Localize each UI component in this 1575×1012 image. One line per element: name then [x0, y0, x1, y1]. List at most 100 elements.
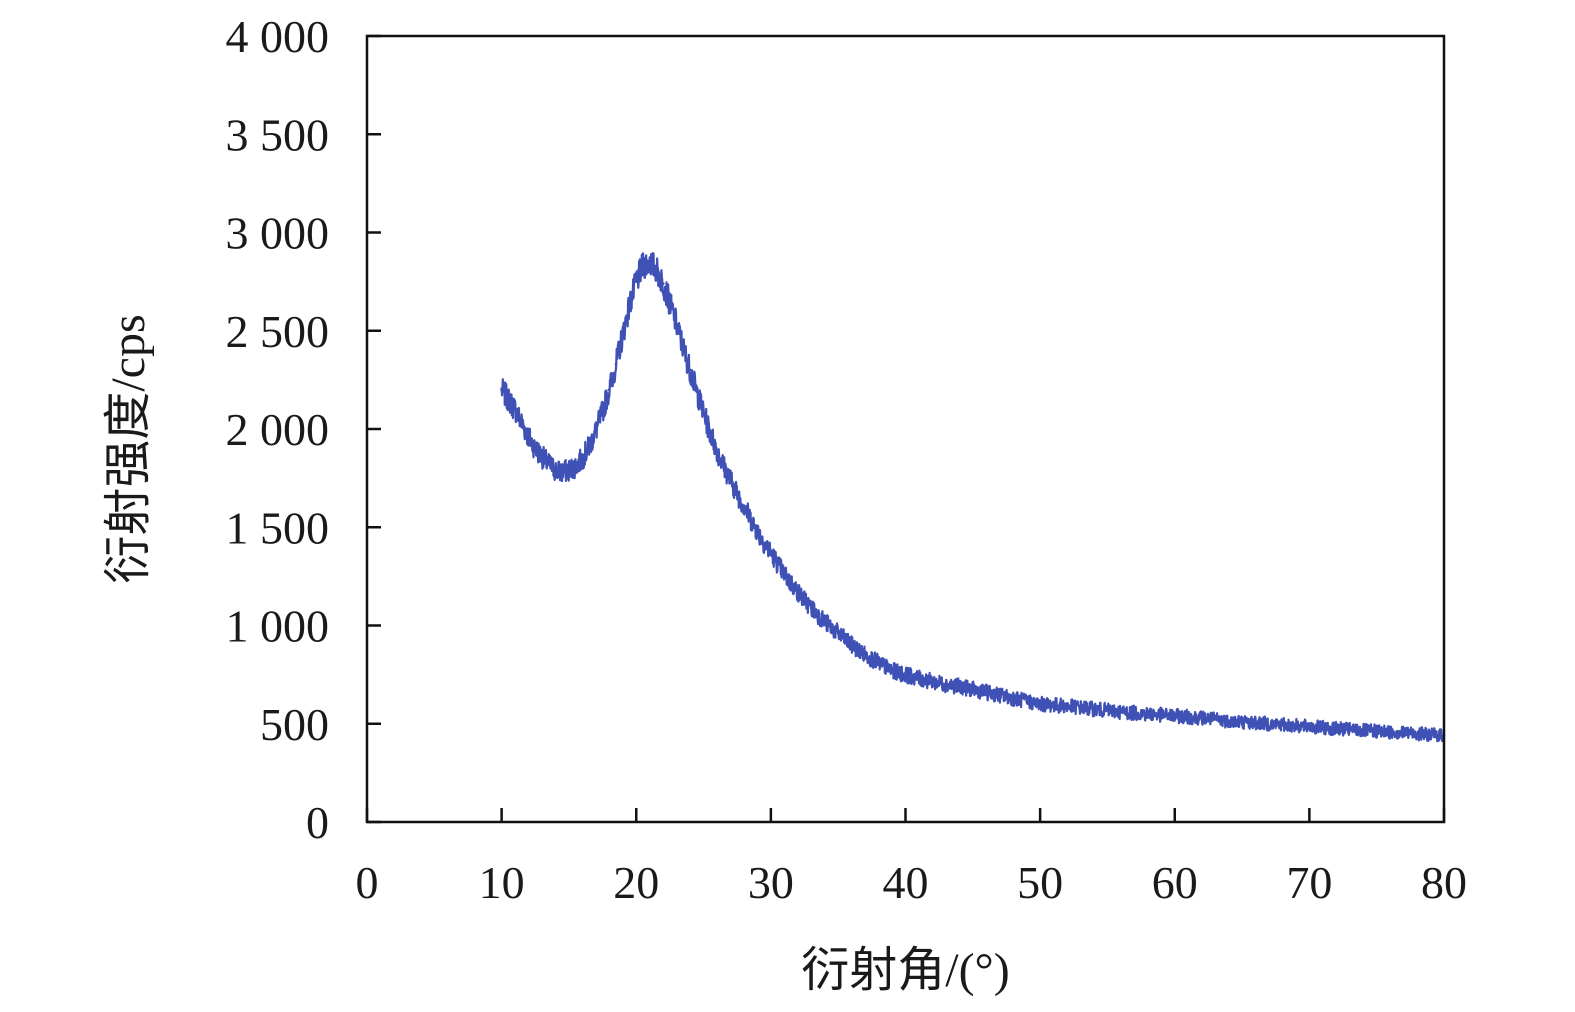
data-point-36	[742, 504, 746, 508]
data-point-34	[729, 478, 732, 482]
data-point-48	[877, 661, 880, 665]
data-point-4	[527, 435, 530, 439]
data-point-29	[695, 390, 699, 394]
data-point-0	[500, 388, 504, 392]
x-tick-label-8: 80	[1421, 857, 1467, 908]
data-point-33	[722, 464, 726, 468]
x-tick-label-5: 50	[1017, 857, 1063, 908]
data-point-43	[809, 606, 813, 610]
data-point-50	[904, 673, 907, 677]
y-tick-label-3: 1 500	[226, 502, 330, 553]
data-point-17	[614, 362, 618, 366]
data-point-38	[756, 529, 759, 533]
y-tick-label-2: 1 000	[226, 601, 330, 652]
data-point-9	[560, 470, 564, 474]
data-point-39	[762, 541, 766, 545]
data-point-60	[1038, 702, 1042, 706]
data-point-14	[594, 429, 598, 433]
data-point-51	[917, 677, 921, 680]
data-point-21	[641, 264, 645, 268]
data-point-63	[1119, 710, 1123, 714]
y-tick-label-8: 4 000	[226, 11, 330, 62]
data-point-49	[890, 669, 894, 673]
data-point-31	[708, 431, 712, 435]
x-axis-title: 衍射角/(°)	[801, 944, 1010, 997]
data-point-1	[506, 398, 510, 401]
data-point-41	[782, 573, 786, 576]
data-point-44	[823, 620, 827, 623]
data-point-30	[702, 411, 705, 415]
data-point-45	[836, 631, 840, 635]
data-point-27	[681, 347, 685, 350]
data-point-40	[769, 551, 773, 555]
data-point-74	[1415, 732, 1419, 735]
data-point-59	[1025, 699, 1029, 703]
data-point-58	[1011, 696, 1015, 700]
axes-layer: 0 10 20 30 40 50 60 70 80 0 500 1 000 1 500 2 000 2 50…	[226, 11, 1468, 908]
data-point-42	[796, 590, 800, 594]
data-point-46	[850, 643, 854, 647]
series-line	[500, 252, 1446, 743]
data-point-47	[863, 653, 867, 657]
data-point-62	[1092, 707, 1096, 711]
data-point-26	[675, 323, 679, 327]
data-point-8	[554, 468, 557, 472]
x-tick-label-6: 60	[1152, 857, 1198, 908]
data-point-10	[567, 468, 571, 472]
data-point-64	[1146, 712, 1150, 716]
data-point-19	[628, 303, 631, 307]
data-point-56	[984, 690, 988, 694]
series-layer	[500, 252, 1446, 743]
data-point-52	[931, 680, 934, 683]
x-tick-label-2: 20	[613, 857, 659, 908]
y-tick-label-0: 0	[306, 797, 329, 848]
data-point-24	[661, 282, 665, 285]
data-point-65	[1173, 714, 1177, 718]
data-point-13	[587, 445, 591, 449]
data-point-37	[749, 517, 753, 521]
data-point-61	[1065, 704, 1069, 708]
data-point-55	[971, 687, 975, 691]
data-point-25	[668, 301, 672, 305]
data-point-73	[1388, 730, 1392, 734]
y-tick-label-6: 3 000	[226, 208, 330, 259]
y-tick-label-4: 2 000	[226, 404, 330, 455]
data-point-70	[1307, 725, 1311, 729]
x-tick-label-7: 70	[1286, 857, 1332, 908]
data-point-53	[944, 683, 948, 686]
data-point-3	[520, 421, 524, 425]
data-point-11	[574, 464, 578, 468]
data-point-2	[513, 407, 517, 411]
data-point-22	[648, 260, 652, 264]
data-point-23	[655, 268, 658, 272]
data-point-67	[1227, 719, 1230, 723]
data-point-54	[957, 685, 961, 688]
data-point-6	[540, 455, 544, 458]
data-point-5	[533, 447, 537, 451]
data-point-68	[1254, 721, 1257, 725]
data-point-18	[621, 333, 625, 337]
data-point-71	[1334, 727, 1338, 731]
y-axis-title: 衍射强度/cps	[102, 314, 155, 583]
data-point-66	[1200, 716, 1204, 720]
data-point-35	[735, 492, 739, 496]
data-point-32	[715, 449, 719, 453]
data-point-72	[1361, 729, 1365, 733]
data-point-16	[607, 388, 611, 392]
data-point-57	[998, 693, 1002, 697]
data-point-69	[1281, 723, 1284, 727]
data-point-7	[547, 462, 551, 466]
x-tick-label-0: 0	[356, 857, 379, 908]
data-point-28	[688, 368, 692, 372]
y-tick-label-7: 3 500	[226, 109, 330, 160]
x-tick-label-1: 10	[479, 857, 525, 908]
data-point-12	[581, 457, 584, 460]
y-tick-label-1: 500	[260, 699, 329, 750]
x-tick-label-3: 30	[748, 857, 794, 908]
y-tick-label-5: 2 500	[226, 306, 330, 357]
data-point-15	[601, 409, 604, 413]
data-point-20	[634, 280, 638, 284]
x-tick-label-4: 40	[883, 857, 929, 908]
